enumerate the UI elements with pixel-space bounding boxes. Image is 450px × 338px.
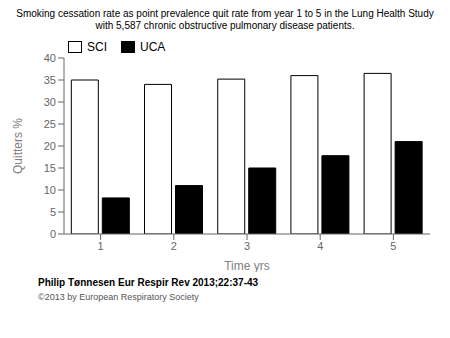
html-text:Smoking cessation rate as poin: Smoking cessation rate as point prevalen… <box>16 8 434 19</box>
html-text:SCI: SCI <box>87 40 107 54</box>
svg-text:0: 0 <box>50 228 56 240</box>
svg-text:5: 5 <box>50 206 56 218</box>
html-text:©2013 by European Respiratory: ©2013 by European Respiratory Society <box>38 292 199 302</box>
svg-text:Quitters %: Quitters % <box>11 118 25 174</box>
svg-text:1: 1 <box>98 240 104 252</box>
svg-text:4: 4 <box>317 240 323 252</box>
svg-text:Time yrs: Time yrs <box>224 259 270 272</box>
html-text:with 5,587 chronic obstructive: with 5,587 chronic obstructive pulmonary… <box>95 20 355 31</box>
svg-text:5: 5 <box>390 240 396 252</box>
svg-text:3: 3 <box>244 240 250 252</box>
svg-text:10: 10 <box>44 184 56 196</box>
svg-text:40: 40 <box>44 52 56 64</box>
html-text:UCA: UCA <box>140 40 166 54</box>
html-text:Philip Tønnesen Eur Respir Rev: Philip Tønnesen Eur Respir Rev 2013;22:3… <box>38 277 259 288</box>
svg-text:2: 2 <box>171 240 177 252</box>
svg-text:20: 20 <box>44 140 56 152</box>
svg-text:35: 35 <box>44 74 56 86</box>
svg-text:25: 25 <box>44 118 56 130</box>
svg-text:30: 30 <box>44 96 56 108</box>
svg-text:15: 15 <box>44 162 56 174</box>
